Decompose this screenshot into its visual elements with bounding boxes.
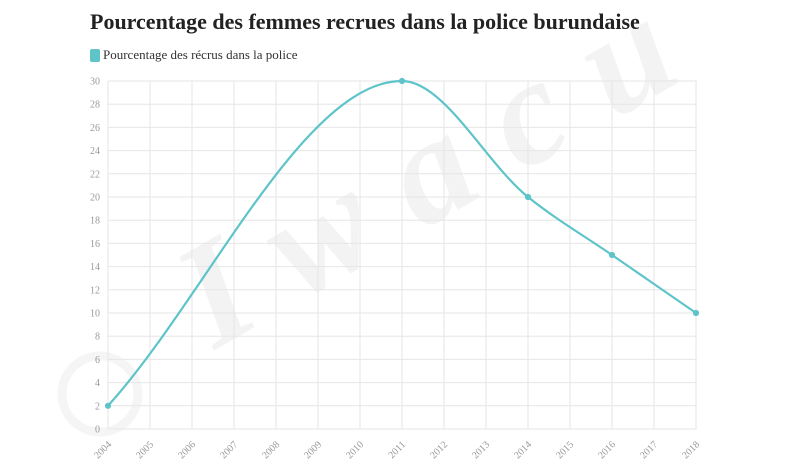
x-tick-label: 2005 [134,439,156,460]
series-line [107,79,697,407]
watermark: Iwacu [57,0,737,437]
y-tick-label: 22 [90,169,100,180]
chart-title: Pourcentage des femmes recrues dans la p… [90,9,640,34]
data-point [608,251,616,259]
x-tick-label: 2013 [470,439,492,460]
y-tick-label: 20 [90,193,100,204]
y-tick-label: 4 [95,378,100,389]
legend[interactable]: Pourcentage des récrus dans la police [90,47,298,63]
y-tick-label: 28 [90,100,100,111]
x-tick-label: 2007 [218,439,240,460]
x-tick-label: 2017 [638,439,660,460]
x-tick-label: 2011 [386,439,408,460]
y-tick-label: 24 [90,146,100,157]
data-point [692,309,700,317]
y-tick-label: 2 [95,401,100,412]
x-tick-label: 2018 [680,439,702,460]
y-tick-label: 0 [95,425,100,436]
y-tick-label: 18 [90,216,100,227]
legend-swatch [90,48,100,62]
watermark-copyright-circle [57,351,143,437]
x-tick-label: 2014 [512,439,534,460]
x-tick-label: 2015 [554,439,576,460]
x-tick-label: 2009 [302,439,324,460]
y-tick-label: 12 [90,285,100,296]
data-point [524,193,532,201]
y-tick-label: 10 [90,309,100,320]
data-point [398,77,406,85]
data-point [104,402,112,409]
y-tick-label: 26 [90,123,100,134]
y-tick-label: 30 [90,77,100,88]
y-tick-label: 16 [90,239,100,250]
legend-label: Pourcentage des récrus dans la police [103,47,298,62]
y-tick-label: 8 [95,332,100,343]
x-tick-label: 2004 [92,439,114,460]
x-tick-label: 2016 [596,439,618,460]
x-tick-label: 2006 [176,439,198,460]
x-tick-label: 2012 [428,439,450,460]
watermark-text: Iwacu [147,0,737,380]
x-tick-label: 2008 [260,439,282,460]
x-tick-label: 2010 [344,439,366,460]
y-tick-label: 14 [90,262,100,273]
y-tick-label: 6 [95,355,100,366]
